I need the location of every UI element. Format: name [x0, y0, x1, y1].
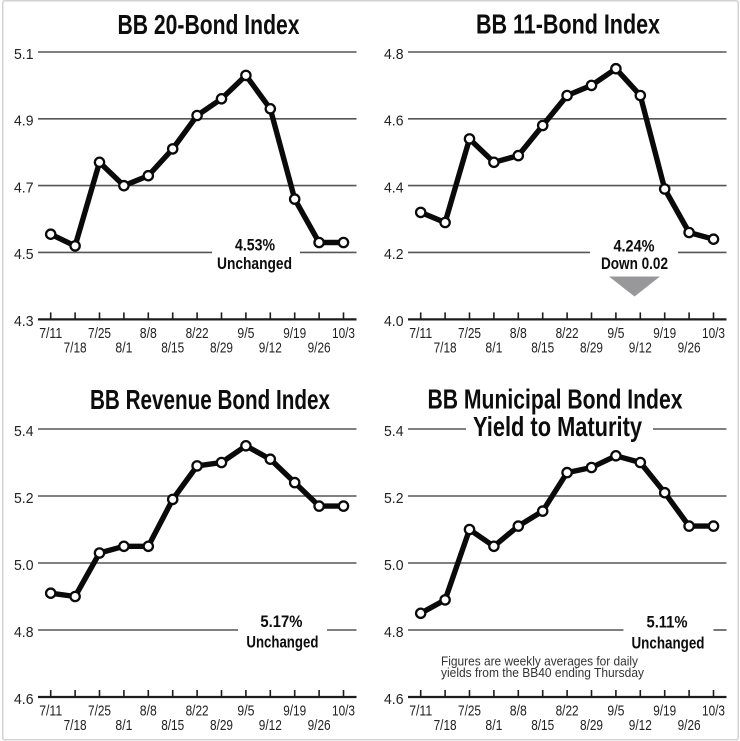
- svg-text:8/8: 8/8: [140, 325, 157, 342]
- svg-text:9/26: 9/26: [678, 717, 701, 734]
- svg-text:10/3: 10/3: [702, 325, 725, 342]
- svg-text:9/19: 9/19: [653, 325, 676, 342]
- svg-text:Unchanged: Unchanged: [632, 634, 705, 653]
- svg-text:7/18: 7/18: [64, 717, 87, 734]
- svg-text:8/22: 8/22: [556, 325, 579, 342]
- svg-text:9/26: 9/26: [308, 717, 331, 734]
- svg-text:8/15: 8/15: [161, 340, 184, 357]
- svg-text:4.8: 4.8: [384, 624, 404, 641]
- svg-text:5.2: 5.2: [384, 490, 404, 507]
- svg-text:Unchanged: Unchanged: [246, 632, 318, 651]
- svg-text:8/1: 8/1: [485, 717, 502, 734]
- svg-text:7/11: 7/11: [39, 325, 62, 342]
- svg-text:9/12: 9/12: [629, 340, 652, 357]
- svg-text:4.6: 4.6: [384, 113, 404, 130]
- svg-text:Figures are weekly averages fo: Figures are weekly averages for daily: [441, 655, 639, 669]
- svg-text:9/12: 9/12: [259, 340, 282, 357]
- svg-text:7/25: 7/25: [88, 703, 111, 720]
- svg-text:7/11: 7/11: [409, 325, 432, 342]
- svg-text:BB Revenue Bond Index: BB Revenue Bond Index: [90, 384, 330, 415]
- svg-text:8/29: 8/29: [580, 340, 603, 357]
- svg-text:Unchanged: Unchanged: [217, 254, 292, 273]
- svg-text:4.8: 4.8: [384, 46, 404, 63]
- svg-text:9/5: 9/5: [237, 325, 254, 342]
- svg-text:yields from the BB40 ending Th: yields from the BB40 ending Thursday: [441, 666, 645, 680]
- svg-text:9/5: 9/5: [607, 325, 624, 342]
- svg-text:9/19: 9/19: [283, 703, 306, 720]
- svg-text:8/1: 8/1: [485, 340, 502, 357]
- svg-text:4.3: 4.3: [14, 313, 34, 330]
- svg-text:4.2: 4.2: [384, 246, 404, 263]
- svg-text:4.5: 4.5: [14, 246, 34, 263]
- svg-text:9/26: 9/26: [308, 340, 331, 357]
- svg-text:4.6: 4.6: [384, 691, 404, 708]
- svg-text:9/12: 9/12: [259, 717, 282, 734]
- svg-text:8/15: 8/15: [161, 717, 184, 734]
- svg-text:8/8: 8/8: [510, 325, 527, 342]
- svg-text:5.1: 5.1: [14, 46, 34, 63]
- svg-text:5.0: 5.0: [14, 557, 34, 574]
- svg-text:8/1: 8/1: [115, 717, 132, 734]
- svg-text:8/8: 8/8: [510, 703, 527, 720]
- svg-text:7/11: 7/11: [409, 703, 432, 720]
- svg-text:9/5: 9/5: [607, 703, 624, 720]
- svg-text:4.53%: 4.53%: [235, 236, 275, 255]
- svg-text:4.4: 4.4: [384, 179, 404, 196]
- svg-text:8/22: 8/22: [186, 703, 209, 720]
- svg-text:4.24%: 4.24%: [614, 237, 655, 256]
- svg-text:9/5: 9/5: [237, 703, 254, 720]
- svg-text:4.9: 4.9: [14, 113, 34, 130]
- svg-text:8/15: 8/15: [531, 717, 554, 734]
- svg-text:10/3: 10/3: [702, 703, 725, 720]
- svg-text:5.4: 5.4: [384, 423, 404, 440]
- svg-text:10/3: 10/3: [332, 325, 355, 342]
- svg-text:5.2: 5.2: [14, 490, 34, 507]
- svg-text:7/25: 7/25: [88, 325, 111, 342]
- svg-text:Yield to Maturity: Yield to Maturity: [473, 411, 642, 442]
- svg-text:7/25: 7/25: [458, 703, 481, 720]
- svg-text:5.4: 5.4: [14, 423, 34, 440]
- svg-text:BB Municipal Bond Index: BB Municipal Bond Index: [428, 384, 683, 415]
- svg-text:9/19: 9/19: [283, 325, 306, 342]
- svg-text:BB 11-Bond Index: BB 11-Bond Index: [476, 9, 660, 40]
- svg-text:7/25: 7/25: [458, 325, 481, 342]
- svg-text:4.0: 4.0: [384, 313, 404, 330]
- svg-text:8/29: 8/29: [580, 717, 603, 734]
- svg-text:8/8: 8/8: [140, 703, 157, 720]
- svg-text:7/18: 7/18: [434, 717, 457, 734]
- svg-text:4.7: 4.7: [14, 179, 34, 196]
- svg-text:8/22: 8/22: [556, 703, 579, 720]
- svg-text:10/3: 10/3: [332, 703, 355, 720]
- svg-text:9/19: 9/19: [653, 703, 676, 720]
- svg-text:8/15: 8/15: [531, 340, 554, 357]
- svg-text:4.8: 4.8: [14, 624, 34, 641]
- svg-text:7/11: 7/11: [39, 703, 62, 720]
- svg-text:8/29: 8/29: [210, 340, 233, 357]
- svg-text:5.17%: 5.17%: [260, 612, 302, 631]
- svg-text:Down 0.02: Down 0.02: [601, 254, 668, 273]
- svg-text:4.6: 4.6: [14, 691, 34, 708]
- svg-text:7/18: 7/18: [64, 340, 87, 357]
- svg-text:7/18: 7/18: [434, 340, 457, 357]
- svg-text:9/12: 9/12: [629, 717, 652, 734]
- svg-text:5.11%: 5.11%: [647, 613, 688, 632]
- svg-text:9/26: 9/26: [678, 340, 701, 357]
- svg-text:8/22: 8/22: [186, 325, 209, 342]
- svg-text:BB 20-Bond Index: BB 20-Bond Index: [118, 9, 300, 40]
- svg-text:5.0: 5.0: [384, 557, 404, 574]
- svg-text:8/1: 8/1: [115, 340, 132, 357]
- svg-text:8/29: 8/29: [210, 717, 233, 734]
